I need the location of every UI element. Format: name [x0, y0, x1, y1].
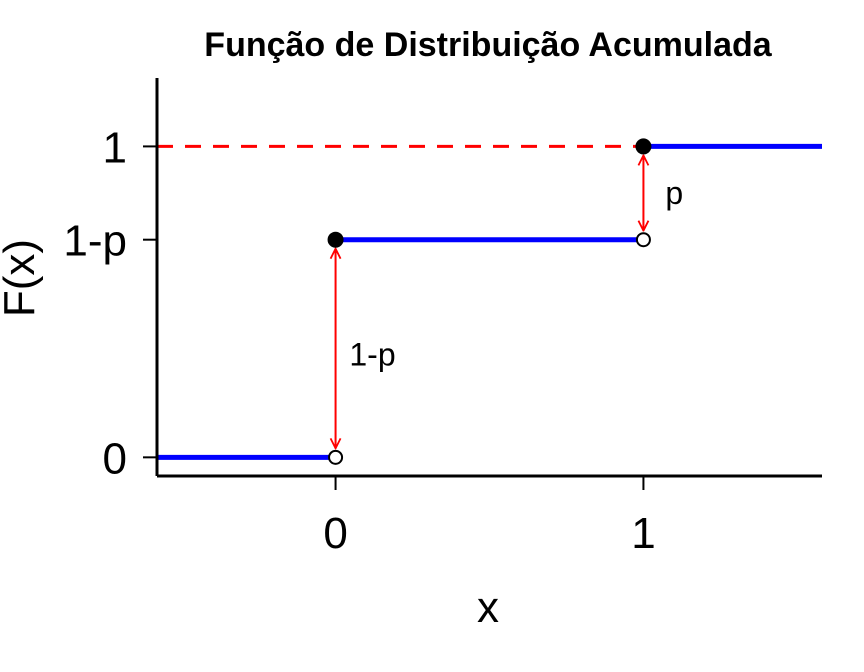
- x-axis-label: x: [477, 583, 499, 632]
- axes-layer: 0 1-p 1 0 1: [63, 78, 822, 558]
- open-point-0: [328, 449, 344, 465]
- y-tick-label-0: 0: [103, 434, 127, 483]
- jump-label-0: 1-p: [349, 337, 395, 373]
- closed-point-0: [327, 231, 344, 248]
- annotation-layer: 1-p p: [349, 175, 683, 373]
- y-tick-label-2: 1: [103, 123, 127, 172]
- jump-label-1: p: [665, 175, 683, 211]
- x-tick-label-1: 1: [631, 509, 655, 558]
- y-axis-label: F(x): [0, 239, 44, 317]
- point-layer: [327, 138, 652, 465]
- chart-title: Função de Distribuição Acumulada: [204, 26, 772, 64]
- open-point-1: [635, 232, 651, 248]
- jump-arrow-layer: [336, 155, 644, 448]
- step-layer: [157, 143, 822, 460]
- x-tick-label-0: 0: [323, 509, 347, 558]
- closed-point-1: [635, 138, 652, 155]
- y-tick-label-1: 1-p: [63, 217, 127, 266]
